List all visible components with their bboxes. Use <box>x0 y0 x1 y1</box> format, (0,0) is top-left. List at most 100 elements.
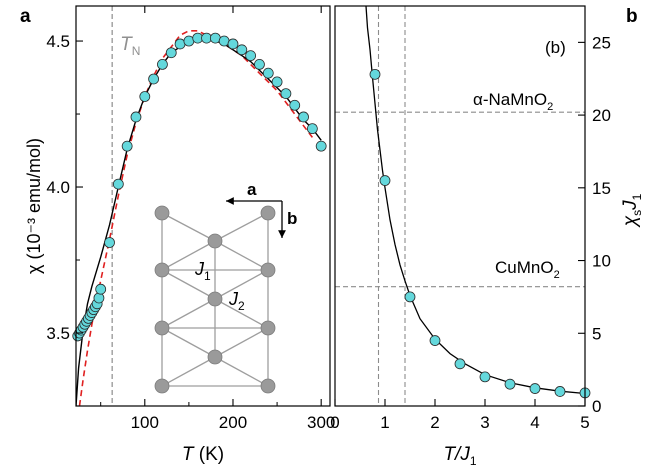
lattice-node <box>260 378 276 394</box>
left-chart: TN a b J1 J2 100 200 300 3.5 4.0 4.5 T (K) <box>24 5 335 465</box>
axis-a-label: a <box>247 180 257 199</box>
right-data-point <box>454 358 466 370</box>
right-y-tick-label: 25 <box>592 33 611 52</box>
right-data-point <box>504 378 516 390</box>
right-x-axis-label: T/J1 <box>443 444 476 468</box>
left-y-tick-label: 4.0 <box>46 178 70 197</box>
lattice-bond <box>161 212 216 242</box>
right-points <box>369 68 591 399</box>
left-data-point <box>289 99 301 111</box>
right-x-tick-label: 4 <box>530 413 539 432</box>
left-y-axis-label: χ (10⁻³ emu/mol) <box>24 138 44 274</box>
lattice-node <box>260 320 276 336</box>
left-data-point <box>236 44 248 56</box>
left-data-point <box>245 50 257 62</box>
lattice-node <box>207 291 223 307</box>
left-y-tick-label: 3.5 <box>46 324 70 343</box>
lattice-node <box>207 233 223 249</box>
right-x-tick-label: 5 <box>580 413 589 432</box>
right-y-tick-label: 0 <box>592 397 601 416</box>
lattice-node <box>154 378 170 394</box>
left-ticks <box>76 6 322 406</box>
bond-j1-label: J1 <box>194 259 211 283</box>
left-tn-label: TN <box>120 34 140 58</box>
right-x-tick-label: 0 <box>330 413 339 432</box>
right-y-axis-label: χsJ1 <box>620 193 644 228</box>
left-data-point <box>104 237 115 248</box>
left-data-point <box>165 47 177 59</box>
right-curve <box>365 6 585 395</box>
right-y-tick-label: 10 <box>592 252 611 271</box>
right-data-point <box>379 175 391 186</box>
left-data-point <box>130 111 142 123</box>
left-data-point <box>148 73 160 85</box>
lattice-bond <box>161 298 216 329</box>
right-data-point <box>479 371 491 383</box>
left-model-curve <box>78 30 314 406</box>
lattice-node <box>154 320 170 336</box>
right-ticks <box>334 41 586 407</box>
panel-letter-right: b <box>626 6 638 27</box>
lattice-node <box>154 262 170 278</box>
right-data-point <box>369 68 381 80</box>
right-data-point <box>404 291 416 303</box>
left-data-point <box>271 76 283 88</box>
right-data-point <box>429 335 441 346</box>
lattice-bond <box>214 212 269 242</box>
right-y-tick-label: 15 <box>592 179 611 198</box>
lattice-node <box>260 205 276 221</box>
lattice-bond <box>214 327 269 358</box>
right-y-tick-label: 20 <box>592 106 611 125</box>
lattice-bond <box>214 269 269 300</box>
left-data-point <box>262 67 274 79</box>
bond-j2-label: J2 <box>228 289 245 313</box>
right-data-point <box>554 386 566 397</box>
right-x-tick-label: 1 <box>380 413 389 432</box>
left-data-point <box>93 292 105 304</box>
lattice-nodes <box>154 205 276 394</box>
left-x-tick-label: 100 <box>131 413 159 432</box>
left-data-point <box>112 178 124 190</box>
right-data-point <box>529 383 541 394</box>
left-data-point <box>298 111 309 123</box>
lattice-bond <box>161 269 216 300</box>
lattice-bond <box>161 240 216 271</box>
right-x-tick-label: 2 <box>430 413 439 432</box>
right-guides <box>335 6 585 406</box>
left-data-point <box>227 38 239 50</box>
right-plot-frame <box>334 5 586 407</box>
left-x-axis-label: T (K) <box>182 444 224 465</box>
guide-label-cumno2: CuMnO2 <box>495 258 560 281</box>
left-x-tick-label: 300 <box>307 413 335 432</box>
left-data-point <box>315 140 327 152</box>
left-data-point <box>157 58 168 70</box>
guide-label-nanmno2: α-NaMnO2 <box>473 90 553 113</box>
lattice-node <box>260 262 276 278</box>
left-x-tick-label: 200 <box>219 413 247 432</box>
left-data-point <box>121 140 133 152</box>
left-data-point <box>139 91 151 102</box>
lattice-bond <box>161 356 216 387</box>
right-inner-label: (b) <box>545 38 566 57</box>
left-plot-frame <box>75 5 331 407</box>
lattice-node <box>207 349 223 365</box>
left-data-point <box>280 88 292 99</box>
lattice-node <box>154 205 170 221</box>
left-data-point <box>95 283 107 295</box>
left-points <box>72 32 327 342</box>
lattice-bond <box>161 327 216 358</box>
lattice-bond <box>214 240 269 271</box>
left-data-point <box>306 123 318 135</box>
left-y-tick-label: 4.5 <box>46 32 70 51</box>
panel-letter-left: a <box>20 6 31 27</box>
lattice-bond <box>214 356 269 387</box>
left-tick-labels: 100 200 300 3.5 4.0 4.5 <box>46 32 335 432</box>
right-x-tick-label: 3 <box>480 413 489 432</box>
lattice-bond <box>214 298 269 329</box>
lattice-bonds <box>161 212 269 387</box>
right-y-tick-label: 5 <box>592 324 601 343</box>
left-data-point <box>254 58 265 70</box>
